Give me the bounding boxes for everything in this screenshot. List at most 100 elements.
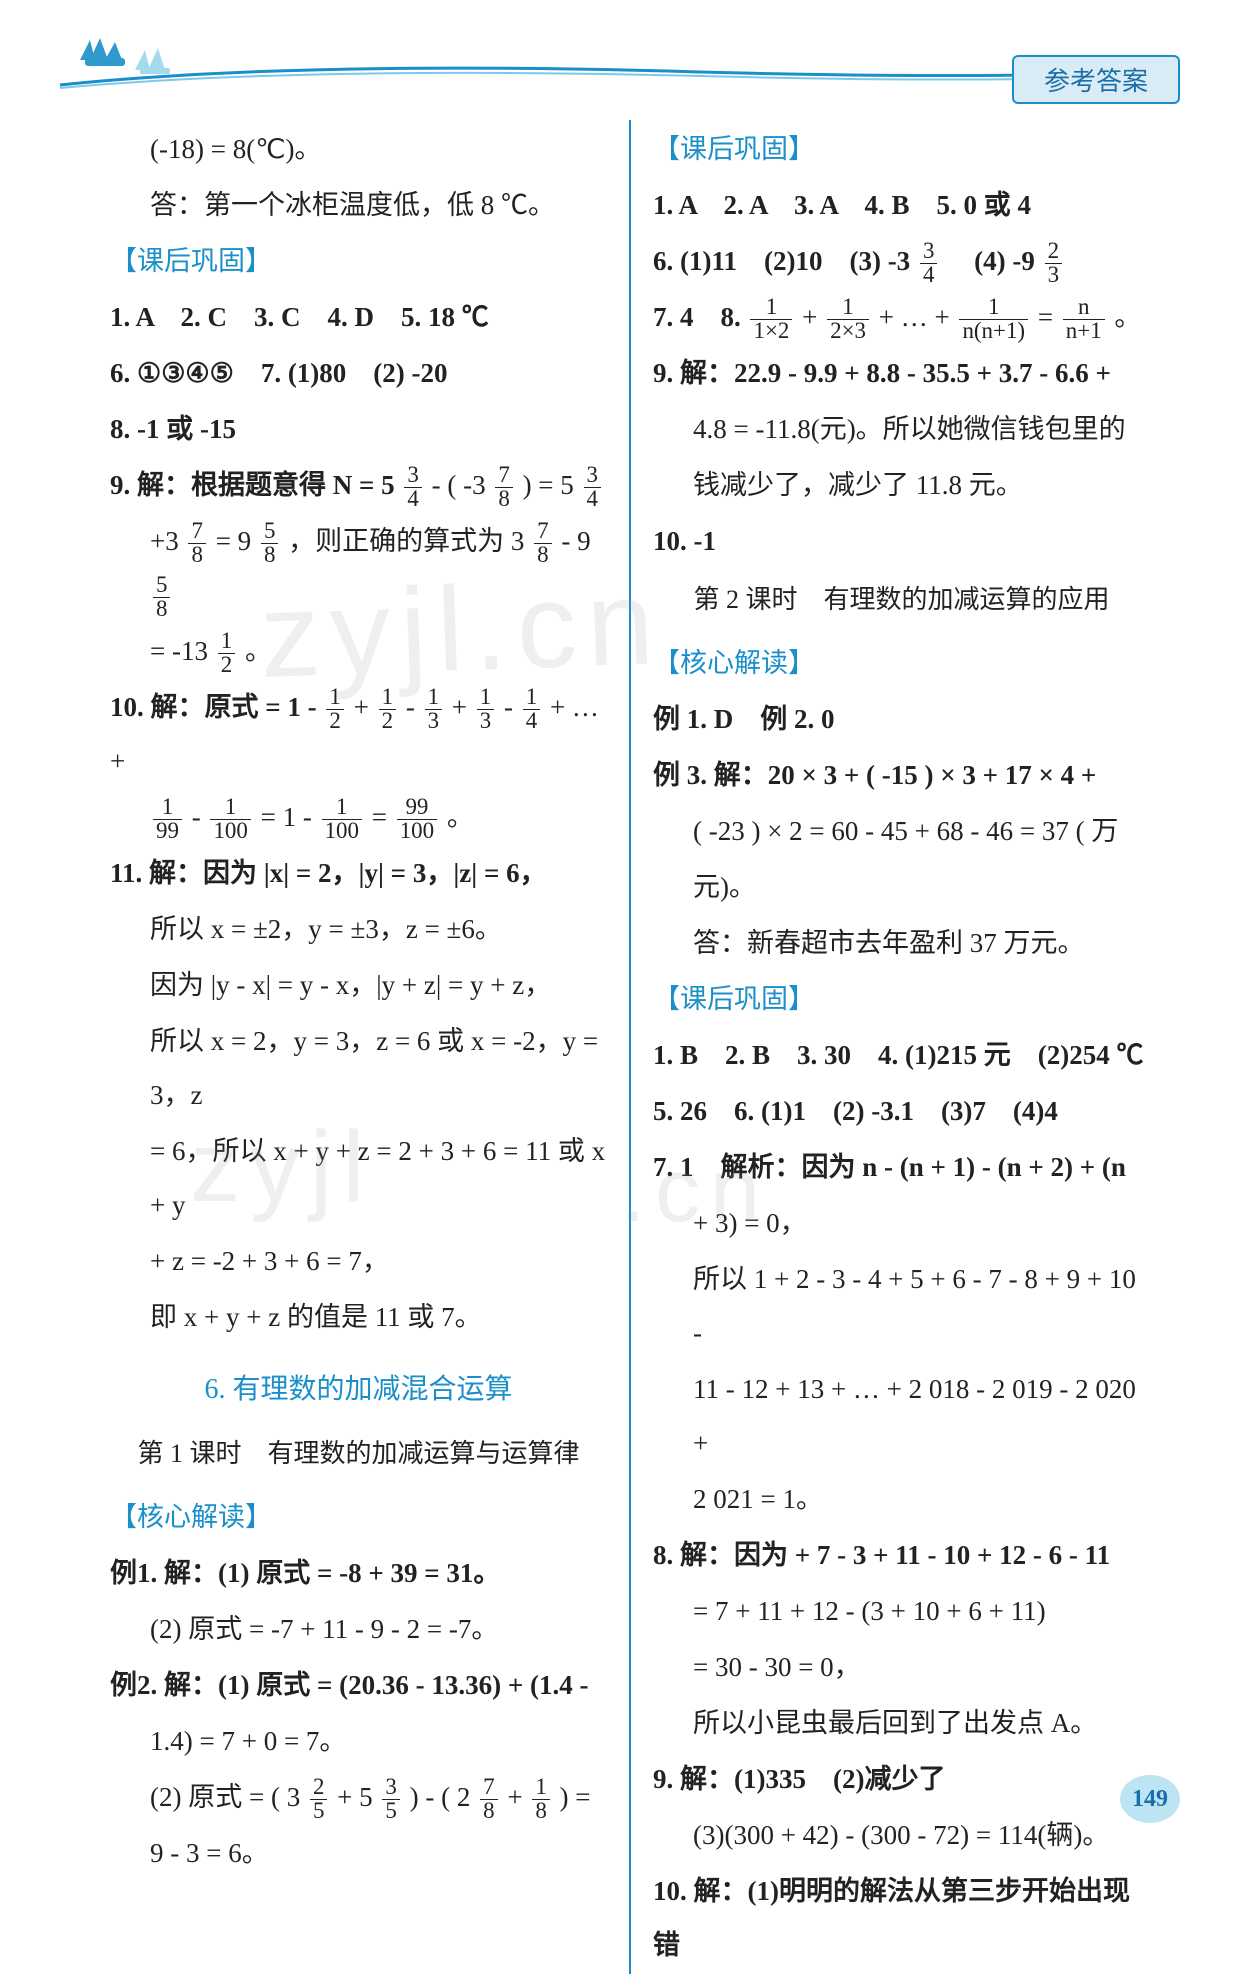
left-column: (-18) = 8(℃)。 答：第一个冰柜温度低，低 8 ℃。 【课后巩固】 1…: [90, 120, 627, 1974]
text-line: 7. 1 解析：因为 n - (n + 1) - (n + 2) + (n: [653, 1140, 1150, 1194]
fraction: 199: [153, 796, 182, 843]
text-line: = -13 12 。: [110, 624, 607, 678]
fraction: 1100: [322, 796, 362, 843]
answer-text: - ( -3: [432, 470, 486, 500]
section-heading: 【核心解读】: [653, 636, 1150, 690]
text-line: 所以 x = 2，y = 3，z = 6 或 x = -2，y = 3，z: [110, 1014, 607, 1122]
answer-text: 。: [245, 636, 272, 666]
text-line: +3 78 = 9 58 ，则正确的算式为 3 78 - 9 58: [110, 514, 607, 622]
text-line: 答：新春超市去年盈利 37 万元。: [653, 916, 1150, 970]
fraction: 35: [382, 1776, 399, 1823]
text-line: 2 021 = 1。: [653, 1472, 1150, 1526]
text-line: 9. 解：根据题意得 N = 5 34 - ( -3 78 ) = 5 34: [110, 458, 607, 512]
section-heading: 【课后巩固】: [110, 234, 607, 288]
fraction: 23: [1045, 240, 1062, 287]
fraction: 34: [920, 240, 937, 287]
answer-text: 6. (1)11 (2)10 (3) -3: [653, 246, 910, 276]
text-line: 9. 解：22.9 - 9.9 + 8.8 - 35.5 + 3.7 - 6.6…: [653, 346, 1150, 400]
fraction: nn+1: [1063, 296, 1105, 343]
fraction: 13: [425, 686, 442, 733]
column-divider: [629, 120, 631, 1974]
text-line: 钱减少了，减少了 11.8 元。: [653, 458, 1150, 512]
text-line: 1. A 2. A 3. A 4. B 5. 0 或 4: [653, 178, 1150, 232]
answer-text: 10. 解：原式 = 1 -: [110, 692, 317, 722]
text-line: 10. -1: [653, 514, 1150, 568]
text-line: 所以 x = ±2，y = ±3，z = ±6。: [110, 902, 607, 956]
text-line: 例2. 解：(1) 原式 = (20.36 - 13.36) + (1.4 -: [110, 1658, 607, 1712]
section-subtitle: 第 1 课时 有理数的加减运算与运算律: [110, 1428, 607, 1480]
answer-text: +: [452, 692, 467, 722]
fraction: 34: [404, 464, 421, 511]
fraction: 1100: [210, 796, 250, 843]
section-heading: 【核心解读】: [110, 1490, 607, 1544]
text-line: = 30 - 30 = 0，: [653, 1640, 1150, 1694]
text-line: 元)。: [653, 860, 1150, 914]
text-line: 199 - 1100 = 1 - 1100 = 99100 。: [110, 790, 607, 844]
fraction: 78: [495, 464, 512, 511]
content-area: (-18) = 8(℃)。 答：第一个冰柜温度低，低 8 ℃。 【课后巩固】 1…: [0, 100, 1250, 1974]
text-line: 例1. 解：(1) 原式 = -8 + 39 = 31。: [110, 1546, 607, 1600]
text-line: 9 - 3 = 6。: [110, 1826, 607, 1880]
answer-text: +3: [150, 526, 179, 556]
answer-text: -: [192, 802, 201, 832]
text-line: (-18) = 8(℃)。: [110, 122, 607, 176]
answer-text: = 1 -: [261, 802, 312, 832]
fraction: 58: [261, 520, 278, 567]
text-line: (3)(300 + 42) - (300 - 72) = 114(辆)。: [653, 1808, 1150, 1862]
answer-text: ) =: [560, 1782, 591, 1812]
answer-text: + 5: [337, 1782, 372, 1812]
text-line: 7. 4 8. 11×2 + 12×3 + … + 1n(n+1) = nn+1…: [653, 290, 1150, 344]
text-line: 4.8 = -11.8(元)。所以她微信钱包里的: [653, 402, 1150, 456]
section-subtitle: 第 2 课时 有理数的加减运算的应用: [653, 574, 1150, 626]
fraction: 78: [188, 520, 205, 567]
fraction: 78: [480, 1776, 497, 1823]
answer-text: +: [802, 302, 817, 332]
text-line: (2) 原式 = ( 3 25 + 5 35 ) - ( 2 78 + 18 )…: [110, 1770, 607, 1824]
text-line: + z = -2 + 3 + 6 = 7，: [110, 1234, 607, 1288]
answer-text: -: [504, 692, 513, 722]
fraction: 11×2: [750, 296, 792, 343]
answer-text: (4) -9: [947, 246, 1035, 276]
answer-text: = 9: [216, 526, 251, 556]
text-line: 6. ①③④⑤ 7. (1)80 (2) -20: [110, 346, 607, 400]
header-badge: 参考答案: [1012, 55, 1180, 104]
section-heading: 【课后巩固】: [653, 972, 1150, 1026]
text-line: 10. 解：原式 = 1 - 12 + 12 - 13 + 13 - 14 + …: [110, 680, 607, 788]
answer-text: 7. 4 8.: [653, 302, 741, 332]
text-line: 5. 26 6. (1)1 (2) -3.1 (3)7 (4)4: [653, 1084, 1150, 1138]
fraction: 12×3: [827, 296, 869, 343]
text-line: 6. (1)11 (2)10 (3) -3 34 (4) -9 23: [653, 234, 1150, 288]
answer-text: = -13: [150, 636, 208, 666]
fraction: 13: [477, 686, 494, 733]
text-line: 11 - 12 + 13 + … + 2 018 - 2 019 - 2 020…: [653, 1362, 1150, 1470]
answer-text: -: [406, 692, 415, 722]
text-line: 答：第一个冰柜温度低，低 8 ℃。: [110, 178, 607, 232]
fraction: 58: [153, 574, 170, 621]
text-line: ( -23 ) × 2 = 60 - 45 + 68 - 46 = 37 ( 万: [653, 804, 1150, 858]
fraction: 99100: [397, 796, 437, 843]
text-line: 1. A 2. C 3. C 4. D 5. 18 ℃: [110, 290, 607, 344]
answer-text: - 9: [561, 526, 590, 556]
fraction: 34: [584, 464, 601, 511]
fraction: 14: [523, 686, 540, 733]
fraction: 12: [218, 630, 235, 677]
fraction: 78: [534, 520, 551, 567]
text-line: (2) 原式 = -7 + 11 - 9 - 2 = -7。: [110, 1602, 607, 1656]
text-line: + 3) = 0，: [653, 1196, 1150, 1250]
answer-text: +: [507, 1782, 522, 1812]
text-line: 8. -1 或 -15: [110, 402, 607, 456]
answer-text: ，则正确的算式为 3: [288, 526, 524, 556]
answer-text: =: [1038, 302, 1053, 332]
right-column: 【课后巩固】 1. A 2. A 3. A 4. B 5. 0 或 4 6. (…: [633, 120, 1170, 1974]
text-line: 即 x + y + z 的值是 11 或 7。: [110, 1290, 607, 1344]
page-number: 149: [1120, 1775, 1180, 1823]
fraction: 12: [326, 686, 343, 733]
answer-text: +: [354, 692, 369, 722]
text-line: 10. 解：(1)明明的解法从第三步开始出现错: [653, 1864, 1150, 1972]
text-line: 例 1. D 例 2. 0: [653, 692, 1150, 746]
page-header: 参考答案: [0, 0, 1250, 100]
answer-text: 。: [447, 802, 474, 832]
fraction: 18: [532, 1776, 549, 1823]
text-line: 1.4) = 7 + 0 = 7。: [110, 1714, 607, 1768]
answer-text: ) - ( 2: [410, 1782, 471, 1812]
